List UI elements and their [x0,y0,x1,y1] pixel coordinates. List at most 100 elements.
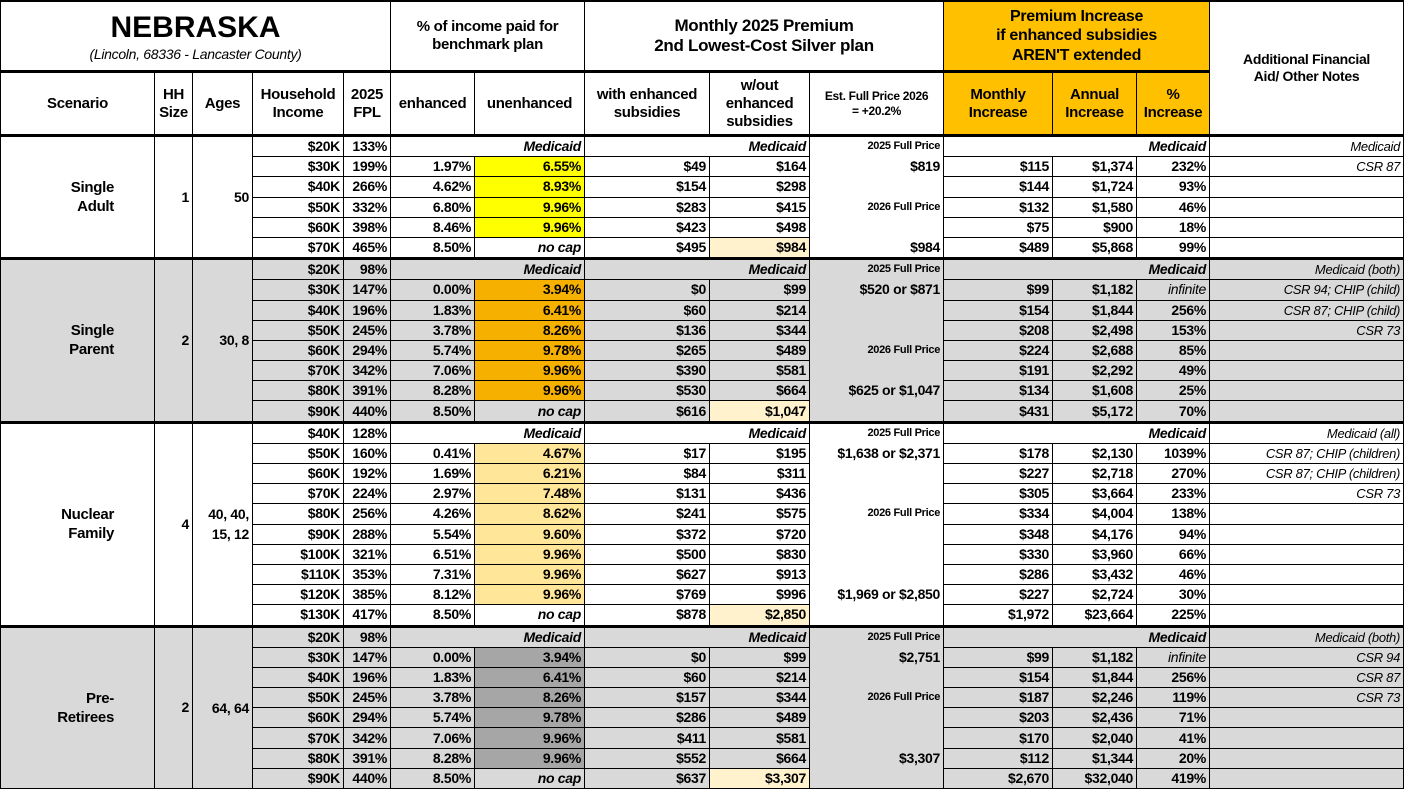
without-enhanced-premium-cell: $344 [709,319,811,341]
pct-income-medicaid-cell: Medicaid [390,257,586,281]
unenhanced-pct-cell: no cap [474,400,586,423]
monthly-increase-cell: $330 [943,543,1054,565]
monthly-increase-cell: $203 [943,707,1054,729]
monthly-increase-cell: $1,972 [943,604,1054,627]
est-full-price-cell [809,524,945,545]
pct-increase-cell: 270% [1136,462,1211,485]
annual-increase-cell: $1,844 [1052,666,1138,689]
enhanced-pct-cell: 7.31% [390,563,476,586]
est-full-price-cell [809,604,945,627]
enhanced-pct-cell: 2.97% [390,483,476,505]
without-enhanced-premium-cell: $581 [709,727,811,749]
est-full-price-cell [809,217,945,238]
est-full-price-cell [809,360,945,381]
without-enhanced-premium-cell: $996 [709,584,811,606]
without-enhanced-premium-cell: $489 [709,707,811,729]
with-enhanced-premium-cell: $0 [584,646,711,668]
without-enhanced-premium-cell: $298 [709,176,811,198]
hh-size-cell: 1 [154,133,193,260]
fpl-cell: 196% [342,666,392,689]
est-full-price-cell: $819 [809,156,945,177]
fpl-cell: 245% [342,687,392,709]
est-full-price-cell: 2025 Full Price [809,624,945,648]
with-enhanced-premium-cell: $286 [584,707,711,729]
col-with-enhanced: with enhanced subsidies [584,71,711,137]
without-enhanced-premium-cell: $664 [709,380,811,402]
ages-cell: 40, 40, 15, 12 [192,420,253,627]
pct-increase-cell: 256% [1136,666,1211,689]
table-row: $120K 385% 8.12% 9.96% $769 $996 $1,969 or $2,… [1,584,1404,606]
notes-cell [1209,339,1404,362]
without-enhanced-premium-cell: $3,307 [709,767,811,789]
income-cell: $60K [252,339,344,362]
notes-cell: CSR 87; CHIP (children) [1209,442,1404,465]
with-enhanced-premium-cell: $500 [584,543,711,565]
unenhanced-pct-cell: 9.96% [474,584,586,606]
notes-cell [1209,236,1404,260]
unenhanced-pct-cell: 9.78% [474,707,586,729]
unenhanced-pct-cell: 9.78% [474,339,586,362]
est-full-price-cell [809,463,945,484]
table-row: $50K 160% 0.41% 4.67% $17 $195 $1,638 or $2,37… [1,442,1404,465]
monthly-increase-cell: $154 [943,299,1054,321]
notes-cell: CSR 87 [1209,156,1404,178]
annual-increase-cell: $2,718 [1052,462,1138,485]
notes-cell: CSR 73 [1209,483,1404,505]
unenhanced-pct-cell: 9.96% [474,747,586,769]
table-row: $30K 199% 1.97% 6.55% $49 $164 $819 $115 $1,374 2… [1,156,1404,178]
est-full-price-cell: 2025 Full Price [809,420,945,444]
without-enhanced-premium-cell: $498 [709,216,811,238]
annual-increase-cell: $2,292 [1052,360,1138,382]
annual-increase-cell: $3,960 [1052,543,1138,565]
enhanced-pct-cell: 5.74% [390,339,476,362]
monthly-increase-cell: $154 [943,666,1054,689]
income-cell: $70K [252,727,344,749]
notes-cell [1209,196,1404,218]
pct-increase-cell: 233% [1136,483,1211,505]
monthly-increase-cell: $191 [943,360,1054,382]
fpl-cell: 353% [342,563,392,586]
table-row: Single Adult 1 50 $20K 133% Medicaid Medicaid 2… [0,133,1404,260]
est-full-price-cell [809,544,945,565]
income-cell: $60K [252,707,344,729]
ages-cell: 30, 8 [192,257,253,423]
enhanced-pct-cell: 6.80% [390,196,476,218]
unenhanced-pct-cell: 3.94% [474,646,586,668]
unenhanced-pct-cell: 8.26% [474,319,586,341]
pct-increase-cell: 85% [1136,339,1211,362]
notes-cell: Medicaid (both) [1209,257,1404,281]
income-cell: $20K [252,624,344,648]
with-enhanced-premium-cell: $495 [584,236,711,260]
monthly-increase-cell: $178 [943,442,1054,465]
pct-increase-cell: 66% [1136,543,1211,565]
unenhanced-pct-cell: 9.60% [474,523,586,545]
unenhanced-pct-cell: 9.96% [474,380,586,402]
with-enhanced-premium-cell: $84 [584,462,711,485]
without-enhanced-premium-cell: $984 [709,236,811,260]
income-cell: $110K [252,563,344,586]
table-body: Single Adult 1 50 $20K 133% Medicaid Medicaid 2… [0,133,1404,789]
fpl-cell: 385% [342,584,392,606]
table-row: $80K 391% 8.28% 9.96% $552 $664 $3,307 $112 $1,3… [1,747,1404,769]
annual-increase-cell: $4,004 [1052,503,1138,525]
enhanced-pct-cell: 8.28% [390,747,476,769]
income-cell: $20K [252,257,344,281]
unenhanced-pct-cell: 9.96% [474,216,586,238]
est-full-price-cell [809,400,945,423]
fpl-cell: 266% [342,176,392,198]
without-enhanced-premium-cell: $436 [709,483,811,505]
premium-group-line1: Monthly 2025 Premium [674,15,854,35]
fpl-cell: 440% [342,767,392,789]
enhanced-pct-cell: 7.06% [390,727,476,749]
notes-cell [1209,380,1404,402]
without-enhanced-premium-cell: $913 [709,563,811,586]
income-cell: $130K [252,604,344,627]
col-monthly-increase: Monthly Increase [943,71,1054,137]
notes-cell [1209,604,1404,627]
pct-increase-cell: 70% [1136,400,1211,423]
with-enhanced-premium-cell: $411 [584,727,711,749]
unenhanced-pct-cell: 6.55% [474,156,586,178]
pct-increase-cell: infinite [1136,279,1211,301]
notes-cell [1209,360,1404,382]
